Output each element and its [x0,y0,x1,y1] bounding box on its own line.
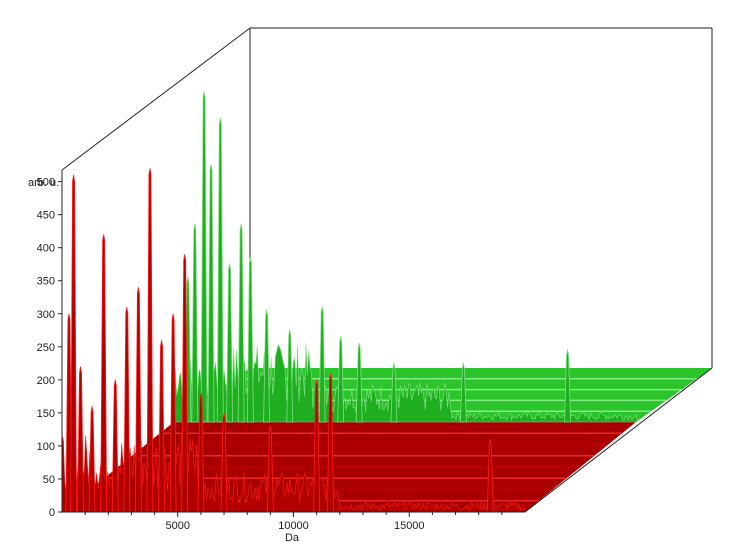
y-axis-title: arb. u. [28,177,59,189]
spectrum-peak [100,234,108,513]
spectrum-peak [390,362,398,423]
spectrum-peak [318,306,326,423]
y-tick-label: 300 [37,309,55,321]
spectrum-peak [123,307,131,513]
spectrum-peak [134,287,142,513]
y-tick-label: 100 [37,441,55,453]
spectrum-peak [564,349,571,423]
spectrum-peak [191,223,199,423]
y-tick-label: 150 [37,408,55,420]
spectrum-peak [459,362,467,423]
spectrum-peak [111,379,119,513]
spectrum-peak [158,340,165,513]
spectrum-peak [200,91,208,423]
y-tick-label: 500 [37,177,55,189]
y-tick-label: 50 [43,474,55,486]
x-tick-label: 15000 [394,520,425,532]
spectrum-peak [77,366,84,513]
spectrum-peak [286,329,294,423]
y-axis-ticks: 0 50 100 150 200 250 300 350 400 450 500 [37,177,62,519]
x-tick-label: 10000 [278,520,309,532]
spectrum-peak [226,263,233,423]
series-green [173,91,638,423]
spectrum-peak [146,168,154,513]
spectrum-peak [169,313,177,513]
spectrum-peak [216,117,224,423]
spectrum-peak [88,406,96,513]
y-tick-label: 450 [37,210,55,222]
spectrum-peak [237,223,245,423]
x-tick-label: 5000 [166,520,190,532]
frame-edge-bottom-right [524,367,713,513]
spectrum-peak [207,164,215,423]
y-tick-label: 0 [49,507,55,519]
spectrum-peak [263,309,271,423]
spectrum-peak [246,256,254,423]
frame-back [61,27,713,368]
y-tick-label: 350 [37,276,55,288]
y-tick-label: 250 [37,342,55,354]
series-red [61,168,526,513]
spectrum-peak [337,336,345,423]
x-axis-ticks: 5000 10000 15000 [84,512,503,532]
spectrum-peak [70,174,77,513]
y-tick-label: 400 [37,243,55,255]
y-tick-label: 200 [37,375,55,387]
x-axis-title: Da [285,532,300,544]
frame-edge-top-left [61,27,251,171]
spectrum-peak [355,342,363,423]
